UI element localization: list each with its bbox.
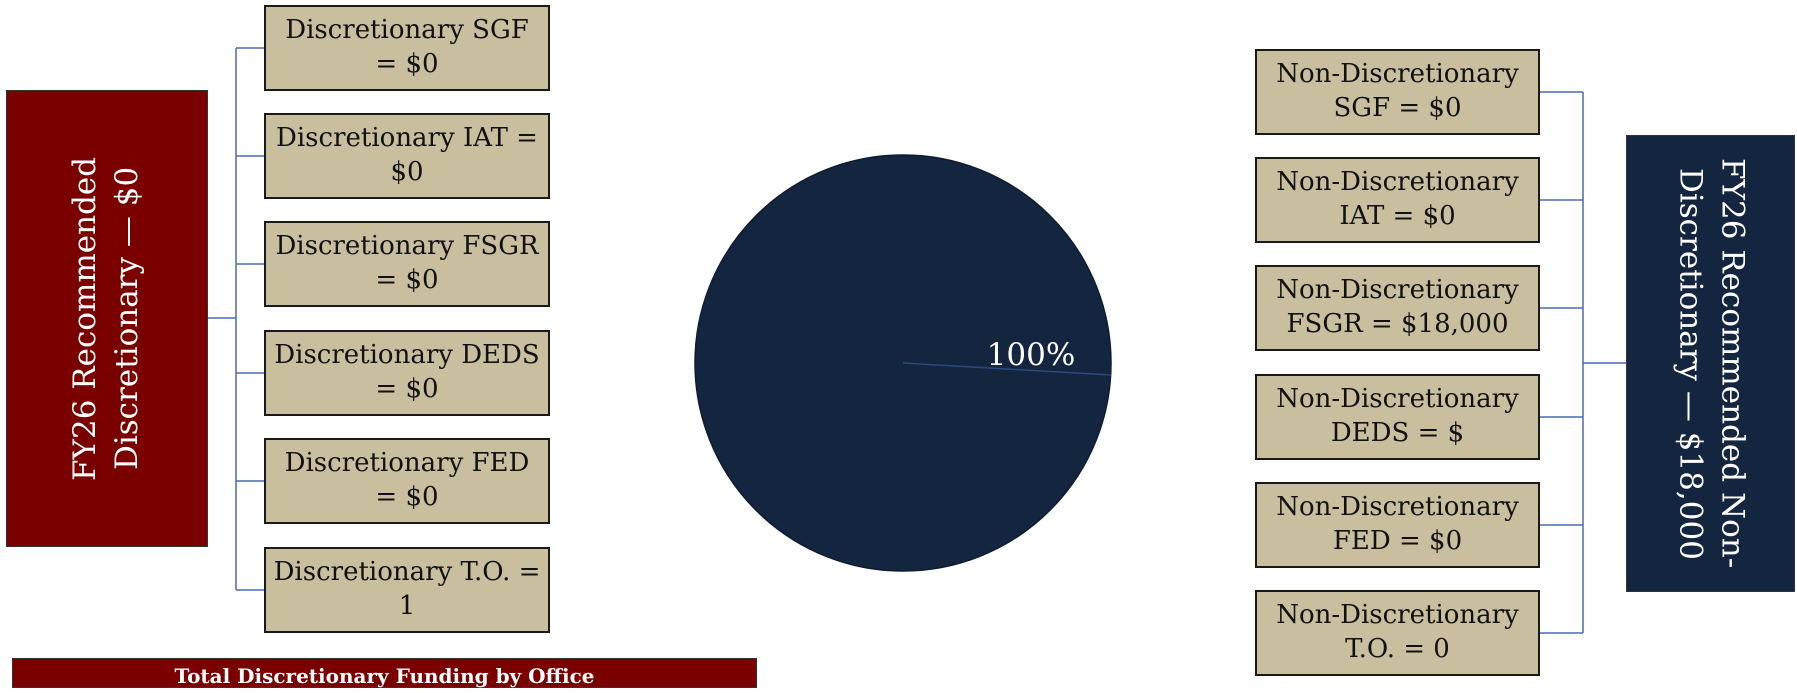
- discretionary-fed-box: Discretionary FED = $0: [264, 438, 550, 524]
- discretionary-deds-box: Discretionary DEDS = $0: [264, 330, 550, 416]
- discretionary-to-box: Discretionary T.O. = 1: [264, 547, 550, 633]
- non-discretionary-root-box: FY26 Recommended Non-Discretionary — $18…: [1626, 135, 1795, 592]
- non-discretionary-iat-box: Non-Discretionary IAT = $0: [1255, 157, 1540, 243]
- non-discretionary-to-box: Non-Discretionary T.O. = 0: [1255, 590, 1540, 676]
- discretionary-funding-by-office-header: Total Discretionary Funding by Office: [12, 658, 757, 688]
- discretionary-fsgr-box: Discretionary FSGR = $0: [264, 221, 550, 307]
- discretionary-root-box: FY26 Recommended Discretionary — $0: [6, 90, 208, 547]
- non-discretionary-fsgr-box: Non-Discretionary FSGR = $18,000: [1255, 265, 1540, 351]
- discretionary-sgf-box: Discretionary SGF = $0: [264, 5, 550, 91]
- non-discretionary-deds-box: Non-Discretionary DEDS = $: [1255, 374, 1540, 460]
- non-discretionary-sgf-box: Non-Discretionary SGF = $0: [1255, 49, 1540, 135]
- pie-slice-label: 100%: [987, 337, 1076, 373]
- pie-slice-edge: [902, 362, 1112, 376]
- connector-lines: [208, 47, 1626, 634]
- discretionary-iat-box: Discretionary IAT = $0: [264, 113, 550, 199]
- non-discretionary-fed-box: Non-Discretionary FED = $0: [1255, 482, 1540, 568]
- non-discretionary-root-title: FY26 Recommended Non-Discretionary — $18…: [1672, 158, 1751, 569]
- pie-chart: 100%: [694, 154, 1112, 572]
